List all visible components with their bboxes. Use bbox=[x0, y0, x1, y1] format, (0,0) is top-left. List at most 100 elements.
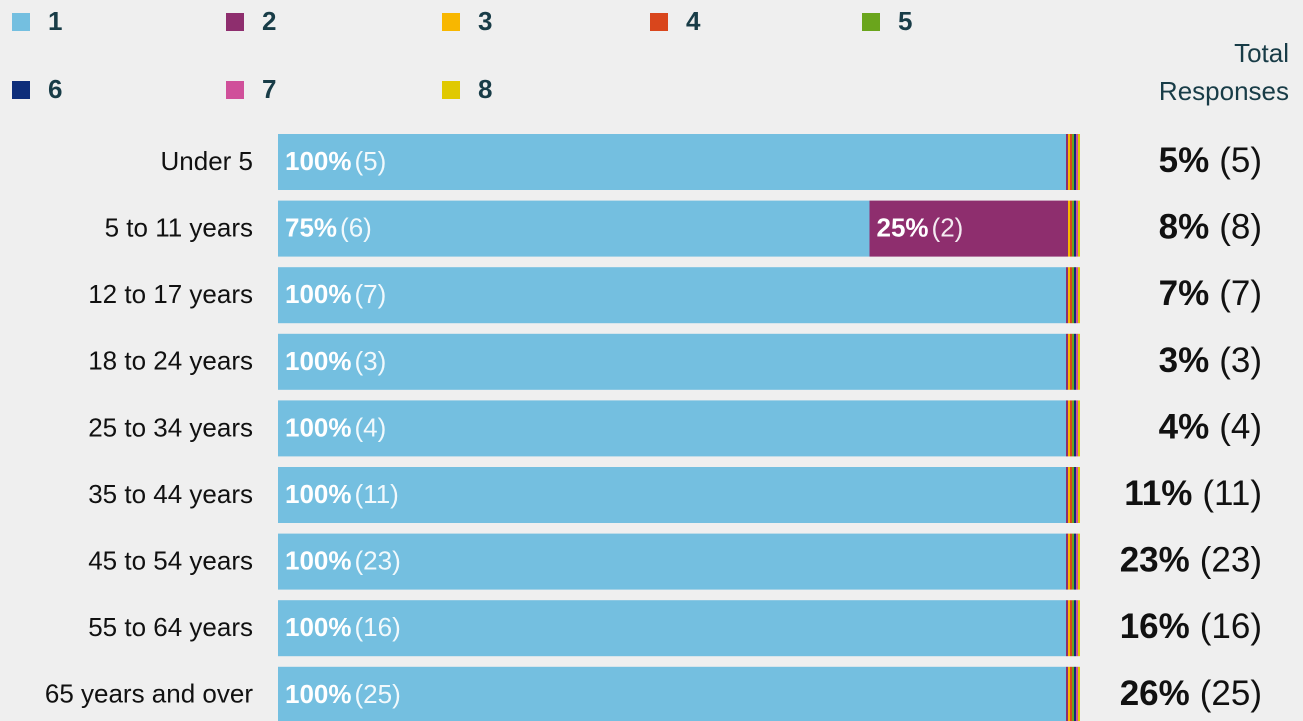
bar-segment bbox=[1068, 467, 1070, 523]
bar-segment bbox=[1070, 200, 1072, 257]
data-label-percent: 100% bbox=[285, 479, 352, 509]
legend-label: 3 bbox=[478, 6, 492, 36]
bar-segment bbox=[1070, 533, 1072, 590]
total-percent: 16% bbox=[1120, 607, 1190, 646]
bar-segment bbox=[1072, 267, 1074, 324]
bar-segment bbox=[1078, 600, 1080, 657]
data-label-count: (6) bbox=[340, 212, 372, 242]
category-label: 35 to 44 years bbox=[88, 479, 253, 509]
legend-label: 7 bbox=[262, 74, 276, 104]
legend-swatch bbox=[226, 81, 244, 99]
data-label-count: (25) bbox=[355, 679, 401, 709]
bar-segment bbox=[1074, 467, 1076, 523]
legend-swatch bbox=[442, 13, 460, 31]
category-label: 55 to 64 years bbox=[88, 612, 253, 642]
bar-segment bbox=[1072, 134, 1074, 190]
bar-segment bbox=[1074, 533, 1076, 590]
total-percent: 5% bbox=[1159, 141, 1210, 180]
data-label: 100% (25) bbox=[285, 679, 401, 709]
data-label-percent: 100% bbox=[285, 412, 352, 442]
bar-segment bbox=[1076, 267, 1078, 324]
category-label: 25 to 34 years bbox=[88, 412, 253, 442]
bar-segment bbox=[1066, 533, 1068, 590]
legend-swatch bbox=[226, 13, 244, 31]
data-label: 75% (6) bbox=[285, 212, 372, 242]
bar-segment bbox=[1070, 333, 1072, 390]
bar-segment bbox=[1070, 400, 1072, 457]
total-label: 16% (16) bbox=[1120, 607, 1262, 646]
bar-segment bbox=[278, 200, 870, 257]
bar-segment bbox=[1074, 400, 1076, 457]
bar-segment bbox=[1068, 400, 1070, 457]
data-label: 100% (23) bbox=[285, 545, 401, 575]
total-percent: 23% bbox=[1120, 541, 1190, 580]
bar-segment bbox=[1068, 333, 1070, 390]
total-percent: 8% bbox=[1159, 208, 1210, 247]
bar-segment bbox=[1070, 600, 1072, 657]
bar-segment bbox=[1066, 333, 1068, 390]
total-label: 4% (4) bbox=[1159, 408, 1262, 447]
data-label-count: (2) bbox=[932, 212, 964, 242]
bar-segment bbox=[1066, 467, 1068, 523]
bar-segment bbox=[278, 467, 1066, 523]
total-count: (16) bbox=[1200, 607, 1262, 646]
total-count: (3) bbox=[1219, 341, 1262, 380]
bar-segment bbox=[1072, 400, 1074, 457]
bar-segment bbox=[1072, 600, 1074, 657]
bar-segment bbox=[278, 400, 1066, 457]
bar-segment bbox=[1072, 467, 1074, 523]
data-label-count: (23) bbox=[355, 545, 401, 575]
data-label-percent: 100% bbox=[285, 146, 352, 176]
bar-segment bbox=[278, 600, 1066, 657]
data-label-count: (7) bbox=[355, 279, 387, 309]
data-label-count: (16) bbox=[355, 612, 401, 642]
bar-segment bbox=[1076, 134, 1078, 190]
bar-segment bbox=[1068, 134, 1070, 190]
bar-segment bbox=[1078, 533, 1080, 590]
category-label: 12 to 17 years bbox=[88, 279, 253, 309]
data-label: 100% (11) bbox=[285, 479, 399, 509]
data-label-percent: 25% bbox=[877, 212, 929, 242]
bar-segment bbox=[1068, 533, 1070, 590]
data-label: 100% (4) bbox=[285, 412, 386, 442]
bar-segment bbox=[1070, 467, 1072, 523]
total-percent: 26% bbox=[1120, 674, 1190, 713]
bar-segment bbox=[278, 533, 1066, 590]
bar-segment bbox=[1078, 467, 1080, 523]
total-count: (4) bbox=[1219, 408, 1262, 447]
bar-segment bbox=[1074, 134, 1076, 190]
bar-segment bbox=[1068, 267, 1070, 324]
category-label: 5 to 11 years bbox=[105, 212, 253, 242]
legend-swatch bbox=[12, 81, 30, 99]
bar-segment bbox=[278, 267, 1066, 324]
bar-segment bbox=[1078, 267, 1080, 324]
total-count: (7) bbox=[1219, 274, 1262, 313]
bar-segment bbox=[278, 134, 1066, 190]
bar-segment bbox=[1074, 267, 1076, 324]
bar-segment bbox=[1070, 666, 1072, 721]
category-label: Under 5 bbox=[161, 146, 254, 176]
total-count: (8) bbox=[1219, 208, 1262, 247]
bar-segment bbox=[1076, 400, 1078, 457]
total-percent: 4% bbox=[1159, 408, 1210, 447]
data-label-percent: 100% bbox=[285, 679, 352, 709]
total-count: (25) bbox=[1200, 674, 1262, 713]
data-label-count: (4) bbox=[355, 412, 387, 442]
bar-segment bbox=[869, 200, 1068, 257]
bar-segment bbox=[1076, 467, 1078, 523]
bar-segment bbox=[1070, 134, 1072, 190]
legend-label: 2 bbox=[262, 6, 276, 36]
bar-segment bbox=[1066, 600, 1068, 657]
bar-segment bbox=[1078, 200, 1080, 257]
legend-swatch bbox=[650, 13, 668, 31]
total-label: 3% (3) bbox=[1159, 341, 1262, 380]
bar-segment bbox=[278, 333, 1066, 390]
total-count: (5) bbox=[1219, 141, 1262, 180]
bar-segment bbox=[1074, 666, 1076, 721]
data-label: 100% (3) bbox=[285, 346, 386, 376]
bar-segment bbox=[1068, 200, 1070, 257]
bar-segment bbox=[1078, 134, 1080, 190]
bar-segment bbox=[1076, 666, 1078, 721]
bar-segment bbox=[1066, 666, 1068, 721]
